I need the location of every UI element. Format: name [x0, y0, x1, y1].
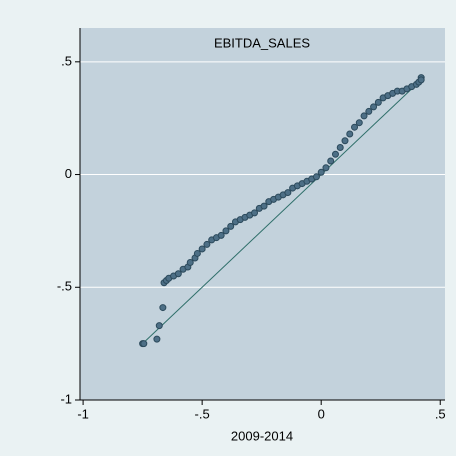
point — [222, 227, 230, 235]
chart-title: EBITDA_SALES — [214, 35, 310, 50]
point — [370, 103, 378, 111]
y-tick-label: .5 — [61, 53, 72, 68]
point — [374, 98, 382, 106]
point — [155, 322, 163, 330]
x-tick-label: -.5 — [195, 406, 210, 421]
point — [327, 157, 335, 165]
point — [317, 168, 325, 176]
y-tick-label: 0 — [65, 166, 72, 181]
point — [284, 189, 292, 197]
point — [351, 123, 359, 131]
reference-line — [142, 79, 422, 344]
point — [341, 137, 349, 145]
point — [417, 76, 425, 84]
point — [159, 304, 167, 312]
point — [336, 143, 344, 151]
point — [322, 164, 330, 172]
point — [251, 209, 259, 217]
point — [331, 150, 339, 158]
point — [227, 222, 235, 230]
y-tick-label: -1 — [60, 391, 72, 406]
y-tick-label: -.5 — [57, 279, 72, 294]
point — [198, 245, 206, 253]
point — [193, 249, 201, 257]
point — [365, 107, 373, 115]
point — [174, 270, 182, 278]
point — [153, 335, 161, 343]
point — [312, 173, 320, 181]
x-axis-label: 2009-2014 — [231, 428, 293, 443]
x-tick-label: .5 — [435, 406, 446, 421]
point — [203, 240, 211, 248]
point — [217, 231, 225, 239]
point — [260, 202, 268, 210]
plot-region — [80, 28, 445, 400]
x-tick-label: -1 — [77, 406, 89, 421]
point — [360, 112, 368, 120]
point — [186, 258, 194, 266]
point — [346, 130, 354, 138]
point — [355, 119, 363, 127]
x-tick-label: 0 — [318, 406, 325, 421]
point — [140, 340, 148, 348]
